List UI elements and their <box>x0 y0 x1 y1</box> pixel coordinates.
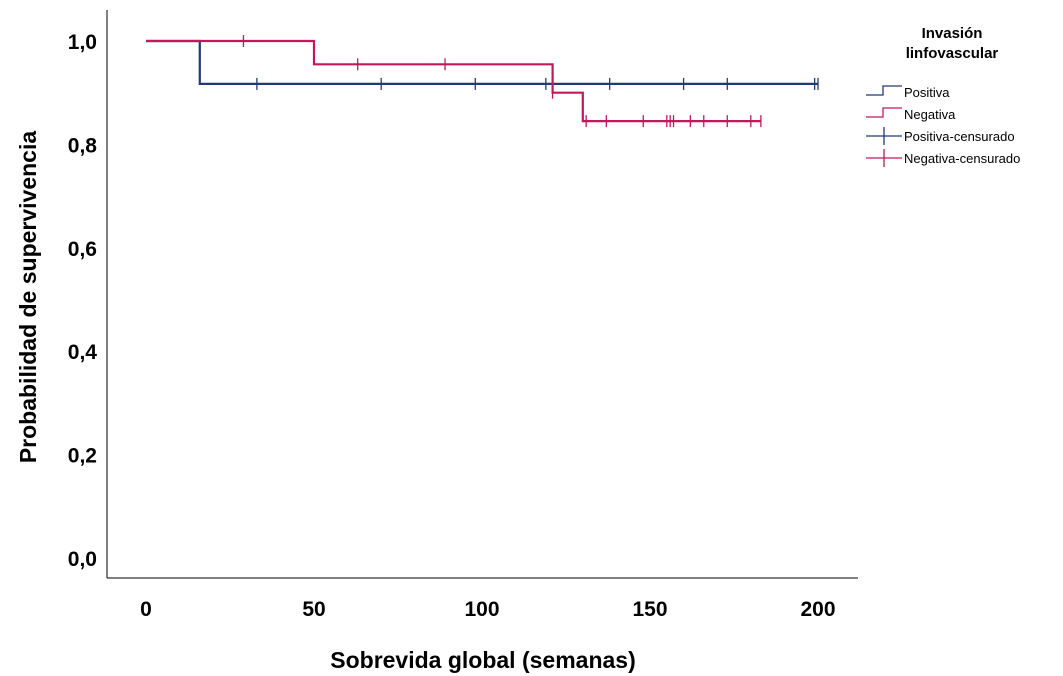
legend-step-swatch <box>866 85 902 96</box>
survival-step-line <box>146 39 818 86</box>
y-tick-label: 0,8 <box>68 134 98 157</box>
legend-label: Negativa <box>904 107 956 122</box>
series-positiva <box>146 39 819 90</box>
legend-entry: Positiva-censurado <box>866 127 1015 145</box>
y-axis-title: Probabilidad de supervivencia <box>15 131 41 464</box>
x-tick-label: 200 <box>800 598 835 621</box>
survival-step-line <box>146 39 761 123</box>
y-axis-ticks: 0,0 0,2 0,4 0,6 0,8 1,0 <box>68 31 98 571</box>
x-tick-label: 0 <box>140 598 152 621</box>
x-tick-label: 100 <box>464 598 499 621</box>
series-negativa <box>146 35 762 128</box>
legend-title-line-2: linfovascular <box>906 45 999 62</box>
legend-title-line-1: Invasión <box>922 25 983 42</box>
legend-entries: Positiva Negativa Positiva-censurado Negati… <box>866 85 1020 167</box>
legend-entry: Positiva <box>866 85 950 100</box>
legend-label: Positiva <box>904 85 950 100</box>
y-tick-label: 0,4 <box>68 341 98 364</box>
y-tick-label: 1,0 <box>68 31 97 54</box>
series-layer <box>146 35 819 128</box>
legend-entry: Negativa <box>866 107 956 122</box>
legend-step-swatch <box>866 107 902 118</box>
x-axis-ticks: 0 50 100 150 200 <box>140 598 835 621</box>
y-tick-label: 0,6 <box>68 238 97 261</box>
legend-label: Negativa-censurado <box>904 151 1020 166</box>
legend: Invasión linfovascular PositivaNegativaP… <box>866 25 1020 167</box>
y-tick-label: 0,2 <box>68 445 97 468</box>
x-tick-label: 150 <box>632 598 667 621</box>
y-tick-label: 0,0 <box>68 548 97 571</box>
x-tick-label: 50 <box>302 598 325 621</box>
x-axis-title: Sobrevida global (semanas) <box>330 647 635 673</box>
legend-entry: Negativa-censurado <box>866 149 1020 167</box>
legend-label: Positiva-censurado <box>904 129 1015 144</box>
